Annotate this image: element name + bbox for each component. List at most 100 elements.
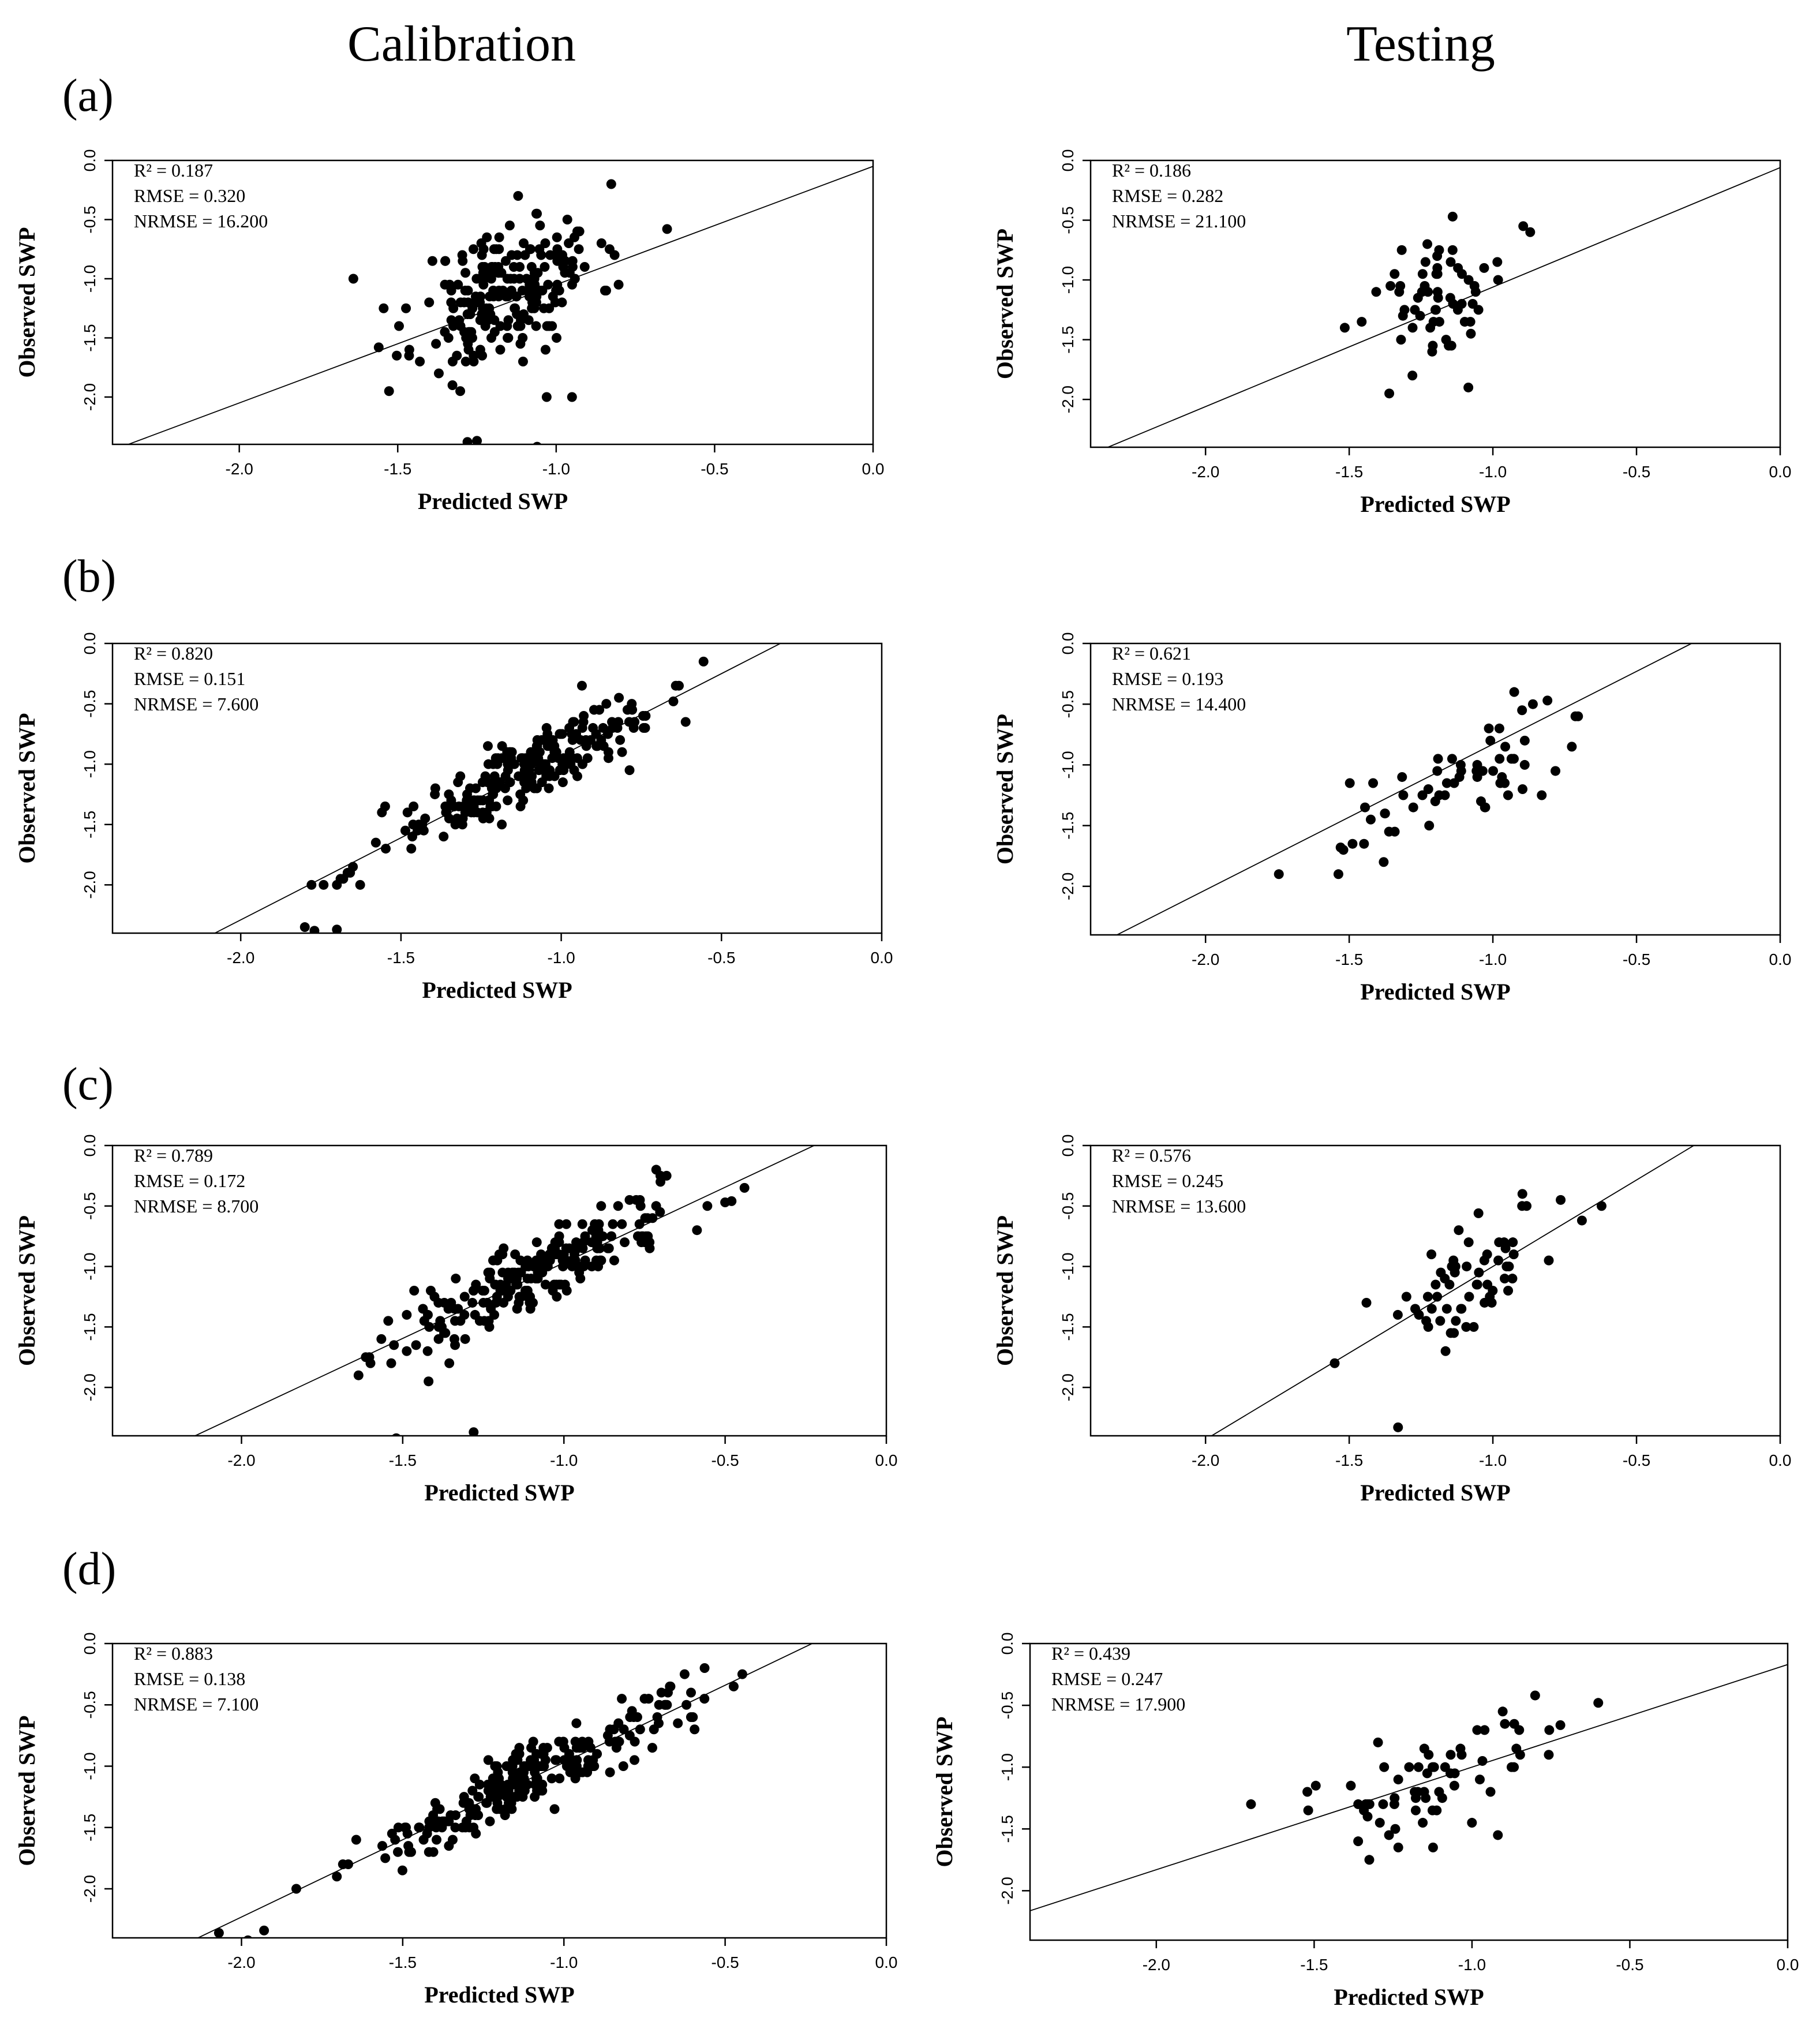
data-point — [628, 723, 639, 733]
data-point — [394, 321, 404, 331]
data-point — [512, 309, 522, 319]
data-point — [1525, 227, 1536, 237]
data-point — [1440, 1762, 1450, 1772]
data-point — [602, 729, 613, 739]
x-axis-label: Predicted SWP — [1360, 1480, 1510, 1506]
data-point — [556, 1279, 566, 1290]
stat-line: R² = 0.789 — [134, 1145, 213, 1166]
data-point — [726, 1196, 737, 1206]
data-point — [389, 1340, 399, 1350]
data-point — [525, 244, 535, 254]
data-point — [484, 303, 495, 313]
data-point — [1472, 1725, 1482, 1735]
data-point — [1466, 328, 1476, 339]
x-tick-label: -0.5 — [707, 949, 735, 967]
x-tick-label: 0.0 — [875, 1953, 898, 1971]
data-point — [655, 1207, 665, 1217]
data-point — [447, 1835, 458, 1845]
data-point — [502, 274, 512, 284]
data-point — [554, 286, 564, 295]
y-tick-label: 0.0 — [81, 632, 99, 655]
data-point — [568, 717, 578, 727]
data-point — [537, 735, 547, 745]
data-point — [1393, 1775, 1403, 1785]
data-point — [630, 1755, 640, 1765]
data-point — [480, 321, 490, 331]
x-tick-label: -0.5 — [1623, 1451, 1650, 1469]
data-point — [467, 1297, 478, 1308]
data-point — [649, 1724, 659, 1735]
data-point — [515, 339, 526, 349]
x-tick-label: 0.0 — [1769, 950, 1792, 968]
data-point — [567, 279, 577, 290]
data-point — [1428, 1842, 1438, 1852]
data-point — [432, 1835, 442, 1845]
data-point — [1519, 759, 1530, 770]
data-point — [424, 297, 435, 308]
data-point — [662, 224, 672, 234]
data-point — [609, 1255, 619, 1266]
data-point — [479, 1286, 489, 1296]
data-point — [1456, 1304, 1467, 1314]
data-point — [473, 1810, 484, 1820]
data-point — [1353, 1836, 1364, 1847]
data-point — [495, 1279, 505, 1290]
y-tick-label: -1.0 — [998, 1753, 1016, 1781]
data-point — [515, 321, 526, 331]
data-point — [503, 1286, 514, 1296]
data-point — [422, 1309, 433, 1320]
data-point — [527, 303, 537, 313]
data-point — [494, 244, 504, 254]
data-point — [1407, 323, 1418, 333]
data-point — [1379, 1762, 1390, 1772]
data-point — [422, 1346, 433, 1356]
data-point — [500, 256, 511, 266]
data-point — [552, 1249, 563, 1260]
data-point — [425, 1286, 436, 1296]
data-point — [1357, 317, 1367, 327]
data-point — [533, 268, 543, 278]
data-point — [1396, 245, 1407, 255]
stat-line: R² = 0.883 — [134, 1643, 213, 1664]
data-point — [575, 1274, 586, 1284]
data-point — [564, 238, 574, 248]
data-point — [526, 1743, 537, 1753]
y-axis-label: Observed SWP — [14, 1215, 40, 1366]
data-point — [489, 1309, 500, 1320]
data-point — [460, 357, 471, 366]
data-point — [512, 1304, 522, 1314]
panel-label-c: (c) — [62, 1059, 114, 1110]
x-axis-label: Predicted SWP — [424, 1480, 574, 1506]
data-point — [596, 1201, 606, 1211]
data-point — [351, 1835, 361, 1845]
data-point — [508, 1755, 518, 1765]
data-point — [583, 1755, 593, 1765]
data-point — [617, 1219, 627, 1229]
data-point — [617, 1694, 627, 1704]
data-point — [593, 1225, 604, 1236]
data-point — [448, 321, 459, 331]
panel-label-d: (d) — [62, 1544, 116, 1594]
y-tick-label: -1.0 — [81, 1252, 99, 1280]
data-point — [460, 1334, 470, 1344]
scatter-plot-d-test: -2.0 -1.5 -1.0 -0.5 0.0 0.0 -0.5 -1.0 -1.5 -2.0 Pr… — [931, 1633, 1799, 2010]
y-axis-label: Observed SWP — [992, 229, 1018, 379]
data-point — [1380, 808, 1390, 819]
data-point — [1509, 1762, 1519, 1772]
plot-frame — [1029, 1642, 1789, 1941]
x-tick-label: 0.0 — [862, 460, 885, 478]
data-point — [518, 795, 529, 806]
stat-line: RMSE = 0.193 — [1112, 668, 1223, 689]
data-point — [1453, 263, 1463, 273]
data-point — [615, 735, 626, 745]
stat-line: R² = 0.187 — [134, 160, 213, 181]
data-point — [1500, 1274, 1510, 1284]
data-point — [544, 321, 555, 331]
stat-line: NRMSE = 8.700 — [134, 1196, 259, 1216]
data-point — [444, 1358, 455, 1368]
stat-line: NRMSE = 16.200 — [134, 211, 268, 231]
scatter-plot-b-cal: -2.0 -1.5 -1.0 -0.5 0.0 0.0 -0.5 -1.0 -1.5 -2.0 Pr… — [14, 632, 893, 1003]
data-point — [1473, 1208, 1484, 1218]
data-point — [1389, 1799, 1399, 1809]
y-tick-label: -0.5 — [998, 1691, 1016, 1719]
